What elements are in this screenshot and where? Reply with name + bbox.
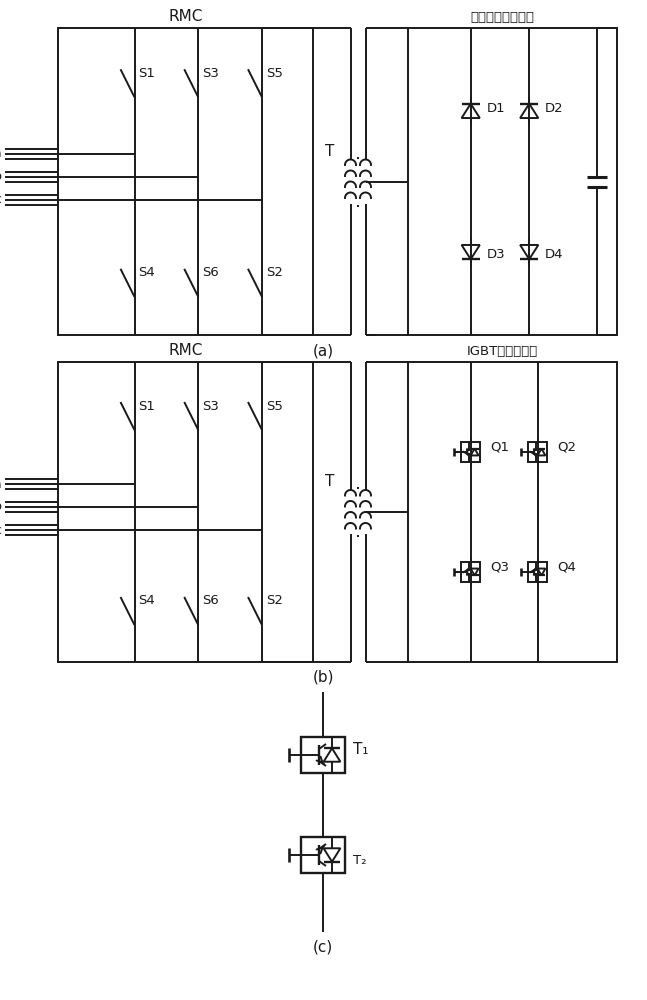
Text: S6: S6 [203, 594, 219, 607]
Text: Uc: Uc [0, 524, 3, 536]
Bar [528, 562, 547, 582]
Bar [301, 837, 345, 873]
Text: T₂: T₂ [353, 854, 366, 867]
Text: D2: D2 [545, 102, 564, 115]
Bar [408, 362, 617, 662]
Text: 二极管不控变流器: 二极管不控变流器 [470, 11, 534, 24]
Text: RMC: RMC [168, 343, 203, 358]
Bar [408, 28, 617, 335]
Text: S3: S3 [203, 399, 219, 412]
Text: Q3: Q3 [490, 560, 510, 574]
Text: S1: S1 [138, 399, 155, 412]
Bar [461, 562, 481, 582]
Text: Q2: Q2 [558, 440, 576, 454]
Text: S4: S4 [138, 266, 155, 279]
Text: S6: S6 [203, 266, 219, 279]
Text: T: T [325, 144, 334, 159]
Text: (b): (b) [313, 670, 334, 685]
Text: T: T [325, 475, 334, 489]
Text: IGBT全控变流器: IGBT全控变流器 [467, 345, 538, 358]
Bar [58, 362, 313, 662]
Text: S1: S1 [138, 67, 155, 80]
Text: S4: S4 [138, 594, 155, 607]
Text: Uc: Uc [0, 193, 3, 206]
Text: RMC: RMC [168, 9, 203, 24]
Text: Ua: Ua [0, 478, 3, 490]
Text: T₁: T₁ [353, 742, 369, 756]
Bar [58, 28, 313, 335]
Text: Q1: Q1 [490, 440, 510, 454]
Text: S2: S2 [266, 594, 283, 607]
Text: D3: D3 [487, 248, 505, 261]
Text: D4: D4 [545, 248, 564, 261]
Text: Ua: Ua [0, 147, 3, 160]
Text: S2: S2 [266, 266, 283, 279]
Text: Q4: Q4 [558, 560, 576, 574]
Text: Ub: Ub [0, 170, 3, 183]
Bar [301, 737, 345, 773]
Text: S5: S5 [266, 67, 283, 80]
Text: Ub: Ub [0, 500, 3, 514]
Bar [461, 442, 481, 462]
Text: S3: S3 [203, 67, 219, 80]
Text: (a): (a) [313, 343, 334, 358]
Bar [528, 442, 547, 462]
Text: (c): (c) [313, 940, 333, 955]
Text: D1: D1 [487, 102, 505, 115]
Text: S5: S5 [266, 399, 283, 412]
